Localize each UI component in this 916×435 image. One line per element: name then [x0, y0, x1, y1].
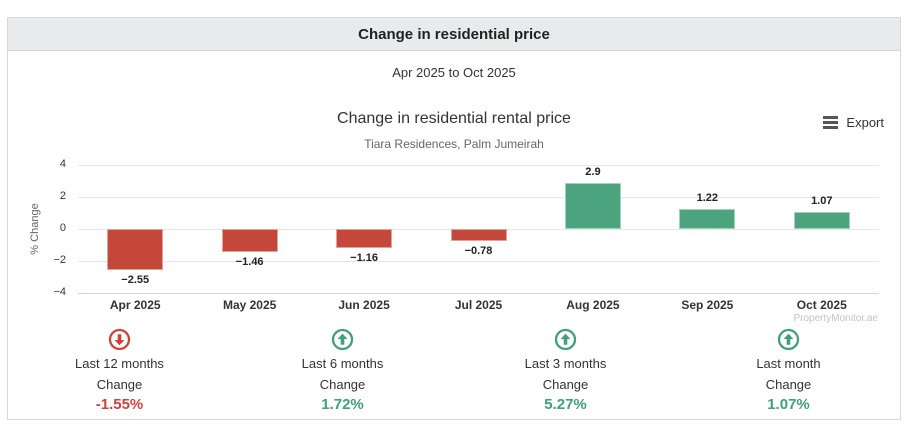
- bar-value-label: −1.16: [350, 251, 378, 264]
- stat-period-label: Last 3 months: [524, 356, 607, 371]
- chart-bar[interactable]: [336, 229, 393, 248]
- stat-change-label: Change: [765, 377, 812, 392]
- stat-period-label: Last month: [756, 356, 821, 371]
- menu-icon: [823, 116, 839, 129]
- chart-bar[interactable]: [450, 229, 507, 242]
- y-axis-tick-label: 0: [59, 222, 66, 234]
- stat-period-label: Last 12 months: [75, 356, 164, 371]
- y-axis-tick-label: −4: [53, 286, 66, 298]
- bar-value-label: −1.46: [235, 256, 264, 269]
- trend-up-icon: [331, 328, 354, 351]
- gridline: [78, 197, 879, 198]
- summary-stat: Last month Change 1.07%: [677, 328, 900, 413]
- bar-value-label: −0.78: [464, 245, 493, 258]
- chart-subtitle: Tiara Residences, Palm Jumeirah: [364, 137, 544, 151]
- period-range: Apr 2025 to Oct 2025: [392, 65, 516, 80]
- chart-bar[interactable]: [107, 229, 164, 270]
- stat-value: 1.72%: [321, 396, 364, 413]
- summary-stat: Last 6 months Change 1.72%: [231, 328, 454, 413]
- chart-bar[interactable]: [221, 229, 278, 253]
- bar-value-label: 2.9: [585, 165, 601, 178]
- card-title: Change in residential price: [358, 25, 550, 43]
- residential-price-card: Change in residential price Apr 2025 to …: [7, 17, 901, 420]
- gridline: [78, 165, 879, 166]
- chart-title: Change in residential rental price: [337, 110, 571, 127]
- summary-stat: Last 12 months Change -1.55%: [8, 328, 231, 413]
- x-axis-label: May 2025: [222, 298, 277, 312]
- stat-value: 1.07%: [767, 396, 810, 413]
- card-header: Change in residential price: [8, 18, 900, 51]
- stat-change-label: Change: [542, 377, 589, 392]
- bar-value-label: −2.55: [121, 273, 150, 286]
- chart-bar[interactable]: [793, 211, 850, 229]
- chart-bar[interactable]: [564, 182, 621, 229]
- x-axis-label: Jul 2025: [454, 298, 503, 312]
- y-axis-tick-label: 2: [59, 190, 66, 202]
- summary-row: Last 12 months Change -1.55% Last 6 months C…: [8, 328, 900, 413]
- x-axis-label: Aug 2025: [566, 298, 620, 312]
- stat-period-label: Last 6 months: [301, 356, 384, 371]
- gridline: [78, 261, 879, 262]
- x-axis-label: Apr 2025: [109, 298, 161, 312]
- stat-value: -1.55%: [95, 396, 144, 413]
- export-button[interactable]: Export: [823, 115, 884, 130]
- bar-chart: 4 2 0 −2 −4 −2.55 Apr 2025 −1.46 May 2025 −1.16 Ju…: [8, 18, 900, 419]
- y-axis-tick-label: −2: [53, 254, 66, 266]
- watermark: PropertyMonitor.ae: [793, 313, 879, 324]
- x-axis-line: [78, 293, 879, 294]
- summary-stat: Last 3 months Change 5.27%: [454, 328, 677, 413]
- chart-bar[interactable]: [679, 209, 736, 229]
- x-axis-label: Jun 2025: [338, 298, 390, 312]
- stat-change-label: Change: [319, 377, 366, 392]
- trend-up-icon: [777, 328, 800, 351]
- stat-change-label: Change: [96, 377, 143, 392]
- stat-value: 5.27%: [544, 396, 587, 413]
- x-axis-label: Oct 2025: [796, 298, 847, 312]
- bar-value-label: 1.07: [811, 194, 833, 207]
- trend-down-icon: [108, 328, 131, 351]
- y-axis-tick-label: 4: [59, 158, 66, 170]
- export-label: Export: [846, 115, 884, 130]
- x-axis-label: Sep 2025: [681, 298, 734, 312]
- bar-value-label: 1.22: [696, 192, 719, 205]
- trend-up-icon: [554, 328, 577, 351]
